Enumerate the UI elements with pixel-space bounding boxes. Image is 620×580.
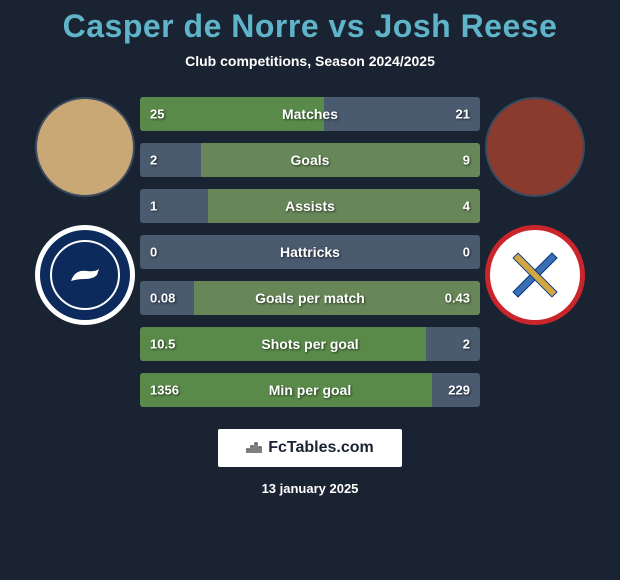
stat-label: Shots per goal (261, 336, 358, 352)
page-subtitle: Club competitions, Season 2024/2025 (185, 53, 435, 69)
stat-bar-right (208, 189, 480, 223)
stat-label: Goals per match (255, 290, 365, 306)
stat-value-left: 2 (150, 153, 157, 168)
brand-badge: FcTables.com (218, 429, 402, 467)
club-right-badge (485, 225, 585, 325)
stat-value-right: 229 (448, 383, 470, 398)
stat-value-left: 0 (150, 245, 157, 260)
stat-bar-right (426, 327, 480, 361)
stat-value-left: 10.5 (150, 337, 175, 352)
stat-label: Goals (291, 152, 330, 168)
player-left-avatar (35, 97, 135, 197)
club-left-icon (50, 240, 120, 310)
brand-text: FcTables.com (268, 439, 374, 457)
page-title: Casper de Norre vs Josh Reese (63, 8, 558, 45)
stat-row: 0 0 Hattricks (140, 235, 480, 269)
stat-label: Min per goal (269, 382, 351, 398)
stat-row: 1356 229 Min per goal (140, 373, 480, 407)
stat-row: 25 21 Matches (140, 97, 480, 131)
stat-bar-right (201, 143, 480, 177)
stat-value-left: 25 (150, 107, 164, 122)
main-row: 25 21 Matches 2 9 Goals 1 4 Assists 0 0 Hattricks 0.… (0, 97, 620, 407)
stat-value-left: 1356 (150, 383, 179, 398)
stats-bars: 25 21 Matches 2 9 Goals 1 4 Assists 0 0 Hattricks 0.… (140, 97, 480, 407)
right-column (480, 97, 590, 325)
stat-value-left: 1 (150, 199, 157, 214)
stat-value-right: 2 (463, 337, 470, 352)
stat-value-right: 9 (463, 153, 470, 168)
stat-row: 1 4 Assists (140, 189, 480, 223)
footer-date: 13 january 2025 (262, 481, 359, 496)
stat-row: 10.5 2 Shots per goal (140, 327, 480, 361)
stat-value-right: 0 (463, 245, 470, 260)
stat-value-right: 4 (463, 199, 470, 214)
stat-label: Matches (282, 106, 338, 122)
stat-value-right: 0.43 (445, 291, 470, 306)
left-column (30, 97, 140, 325)
club-left-badge (35, 225, 135, 325)
stat-row: 2 9 Goals (140, 143, 480, 177)
crossed-swords-icon (510, 250, 560, 300)
stat-row: 0.08 0.43 Goals per match (140, 281, 480, 315)
chart-icon (246, 440, 262, 457)
stat-label: Assists (285, 198, 335, 214)
stat-value-right: 21 (456, 107, 470, 122)
lion-icon (65, 261, 105, 289)
stat-label: Hattricks (280, 244, 340, 260)
stat-value-left: 0.08 (150, 291, 175, 306)
comparison-card: Casper de Norre vs Josh Reese Club compe… (0, 0, 620, 580)
player-right-avatar (485, 97, 585, 197)
